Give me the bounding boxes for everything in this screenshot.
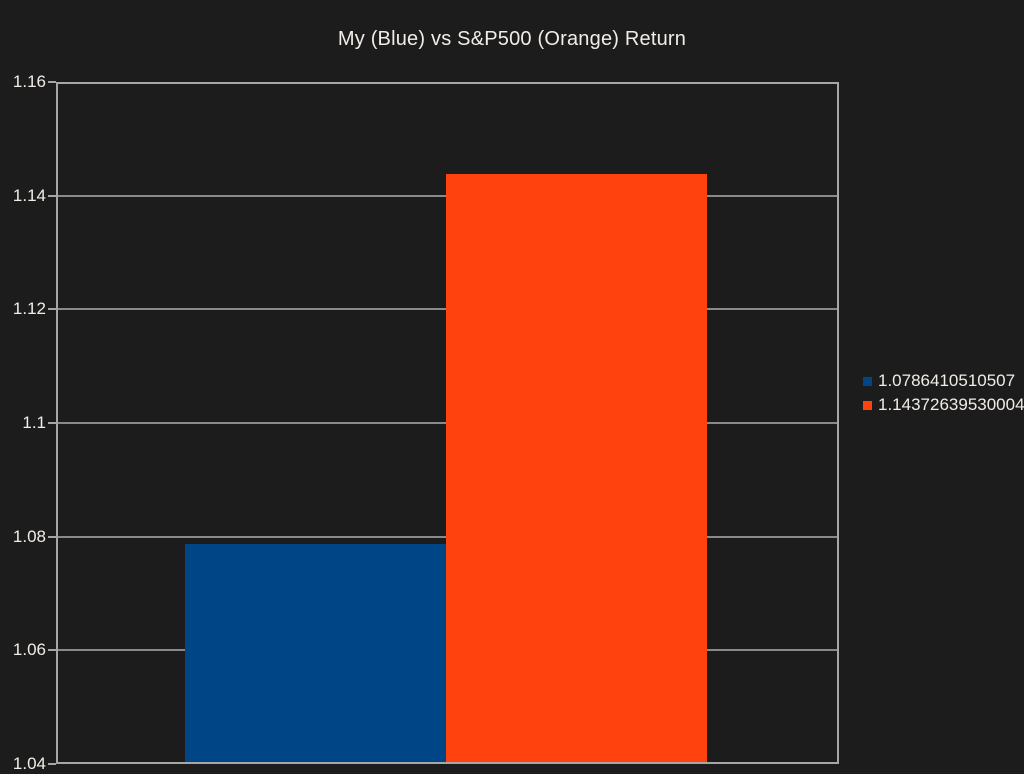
y-axis-tick [48, 763, 56, 765]
y-axis: 1.16 1.14 1.12 1.1 1.08 1.06 1.04 [0, 72, 46, 773]
legend-item: 1.14372639530004 [863, 393, 1024, 417]
y-axis-tick-label: 1.1 [22, 413, 46, 432]
y-axis-tick-label: 1.06 [12, 640, 46, 660]
y-axis-tick [48, 422, 56, 424]
legend-label: 1.0786410510507 [878, 371, 1016, 390]
y-axis-tick [48, 649, 56, 652]
y-axis-tick-label: 1.16 [12, 72, 46, 91]
y-axis-tick [48, 81, 56, 83]
legend-swatch-icon [863, 400, 872, 410]
legend: 1.0786410510507 1.14372639530004 [863, 369, 1024, 417]
plot-area [48, 81, 839, 765]
legend-item: 1.0786410510507 [863, 369, 1024, 393]
y-axis-tick [48, 194, 56, 197]
legend-label: 1.14372639530004 [878, 395, 1024, 414]
bar-series-1 [446, 174, 707, 764]
bar-layer [56, 82, 839, 764]
y-axis-tick-label: 1.04 [12, 754, 46, 773]
legend-swatch-icon [863, 376, 872, 386]
y-axis-tick-label: 1.14 [12, 185, 46, 205]
y-axis-tick [48, 308, 56, 311]
y-axis-tick-label: 1.08 [12, 526, 46, 546]
bar-series-0 [185, 544, 446, 764]
chart-title: My (Blue) vs S&P500 (Orange) Return [337, 28, 687, 50]
y-axis-tick [48, 535, 56, 538]
y-axis-tick-label: 1.12 [12, 299, 46, 319]
